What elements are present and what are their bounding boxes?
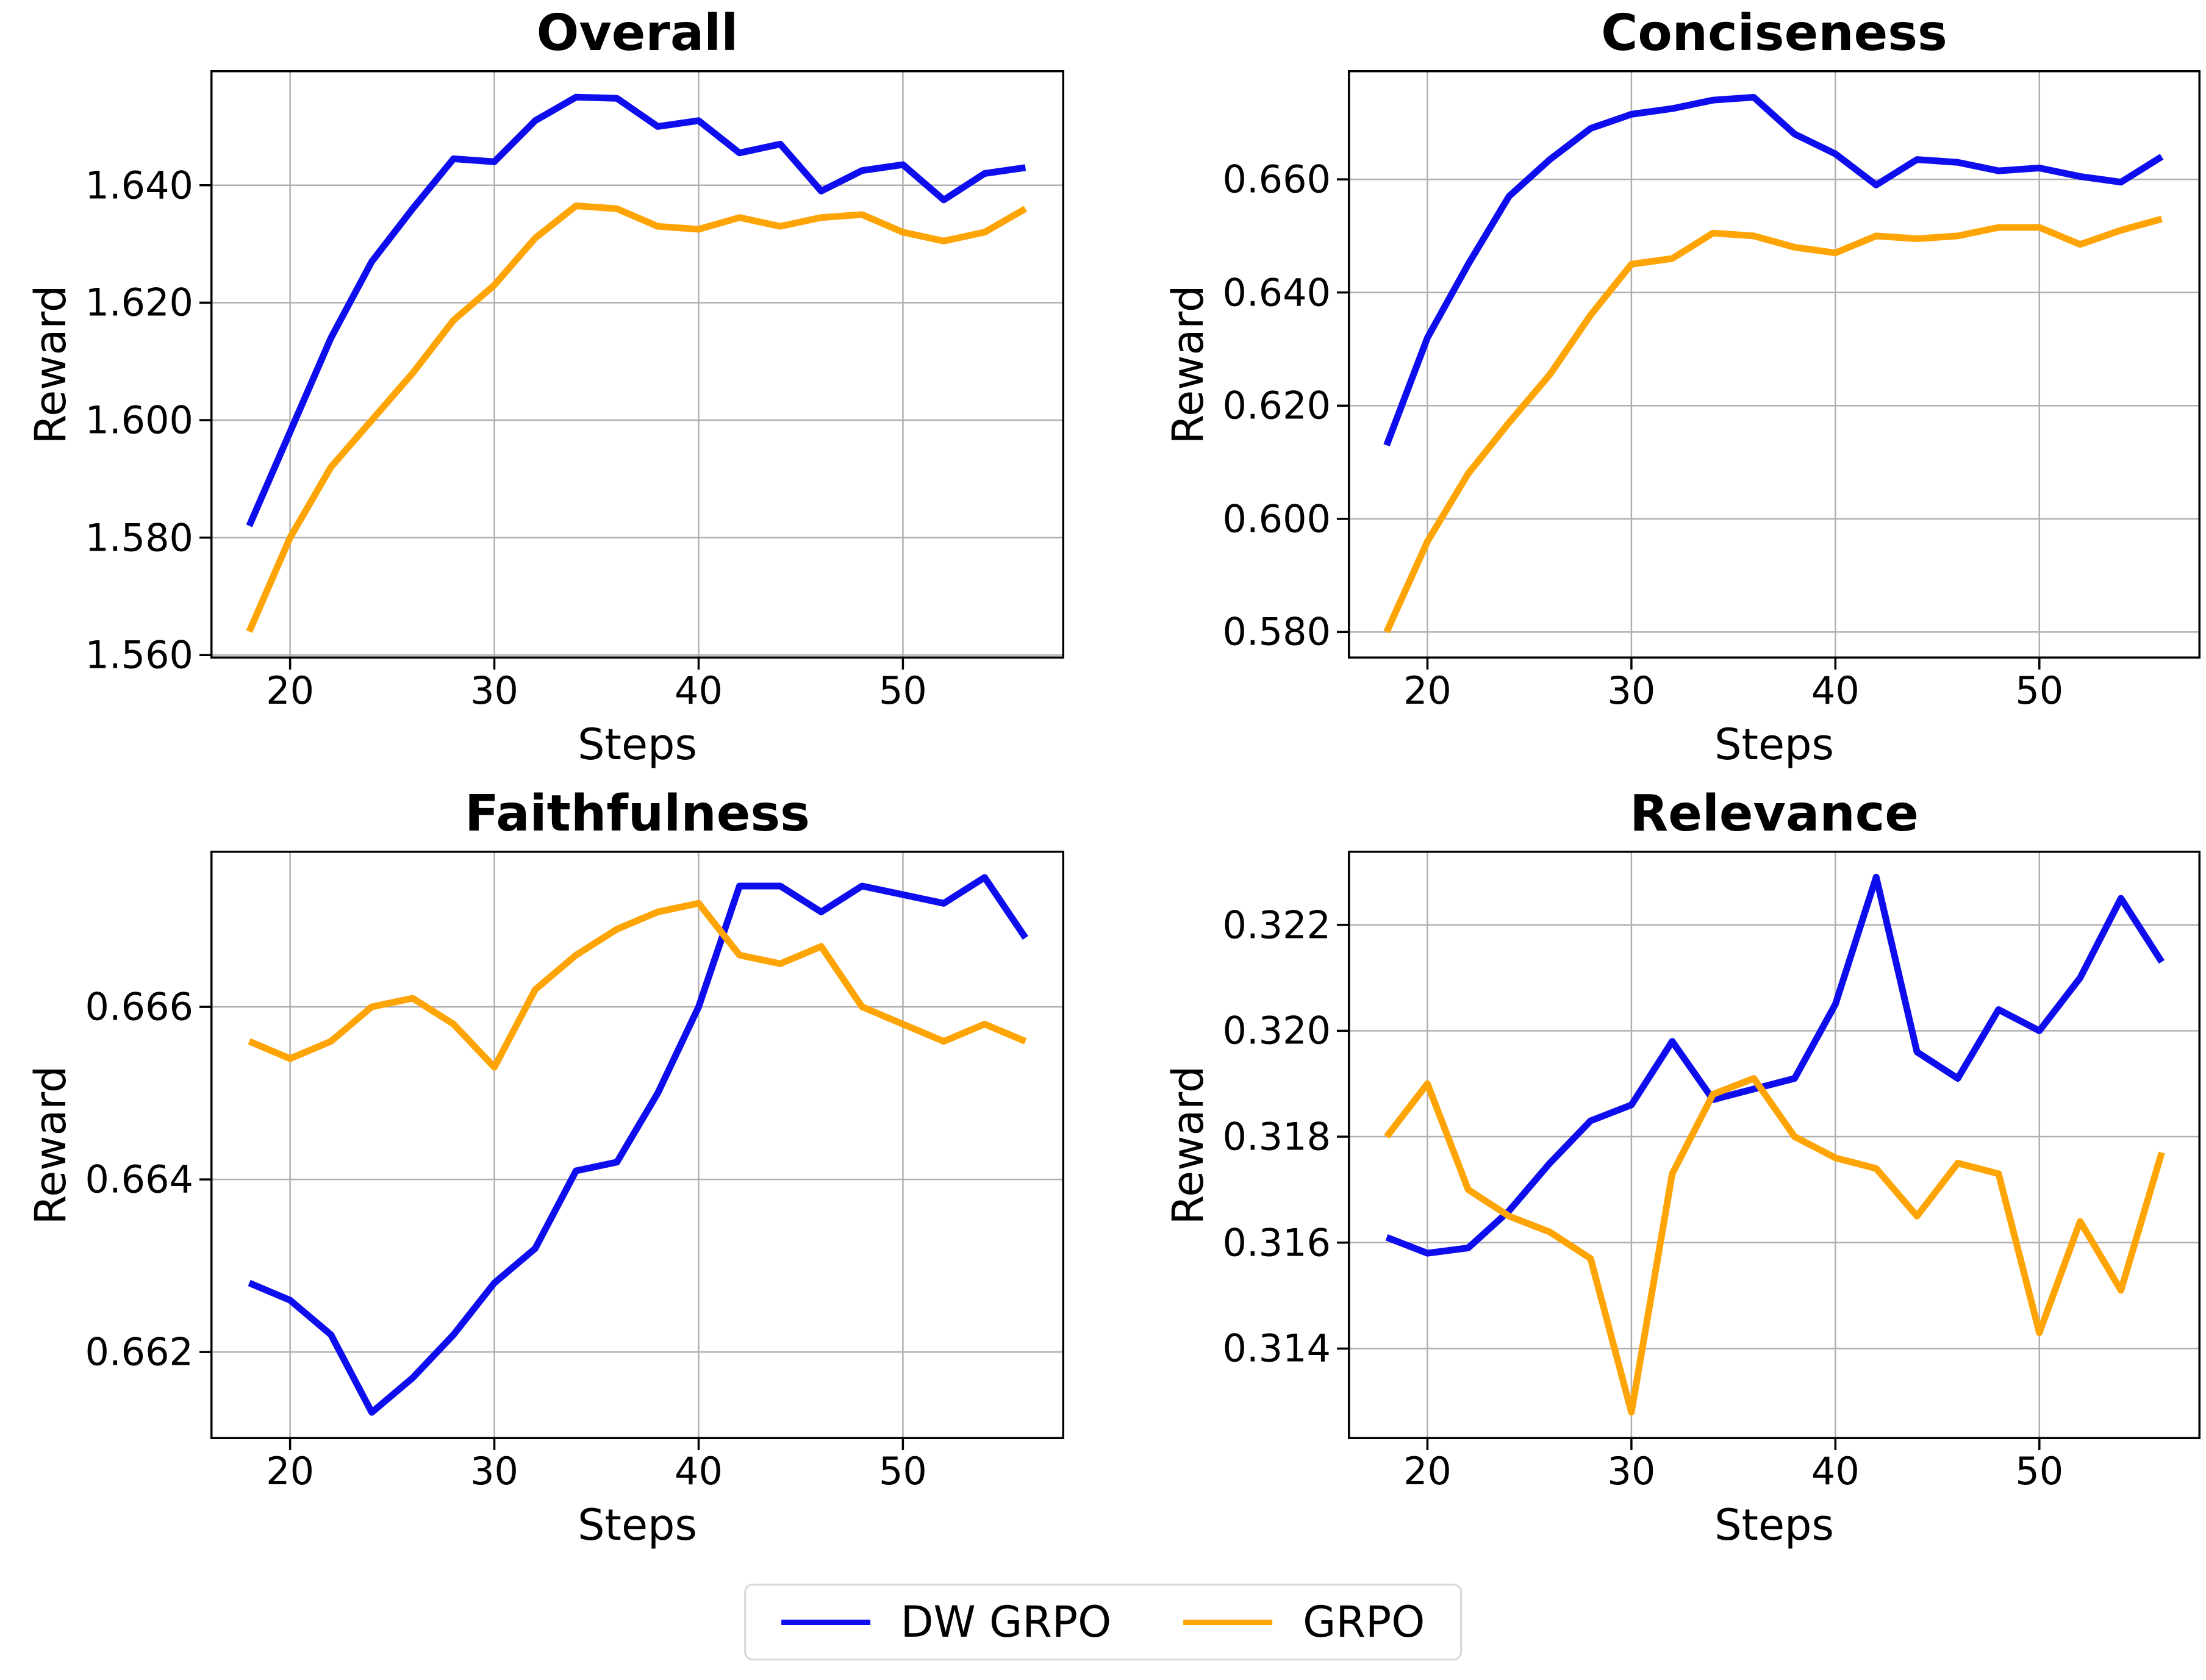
x-tick-label: 20 bbox=[266, 668, 315, 713]
y-tick-label: 1.560 bbox=[85, 632, 194, 677]
series-line-dw-grpo bbox=[246, 93, 1026, 527]
axis-title-relevance: Relevance bbox=[1630, 785, 1919, 843]
legend-item-dw-grpo: DW GRPO bbox=[781, 1597, 1112, 1647]
x-tick-label: 50 bbox=[2015, 1449, 2064, 1493]
panel-relevance: Relevance 20 30 40 50 0.314 0.316 0.318 0.320 0.3… bbox=[1163, 785, 2201, 1550]
x-tick-label: 50 bbox=[878, 1449, 927, 1493]
axis-title-faithfulness: Faithfulness bbox=[465, 785, 810, 843]
y-tick-label: 0.600 bbox=[1222, 496, 1331, 542]
panel-conciseness: Conciseness 20 30 40 50 0.580 0.600 0.620 0.640 0… bbox=[1163, 4, 2201, 770]
y-tick-label: 1.600 bbox=[85, 398, 194, 443]
plot-area-relevance bbox=[1337, 851, 2201, 1450]
x-tick-label: 20 bbox=[1403, 1449, 1452, 1493]
y-tick-label: 1.580 bbox=[85, 515, 194, 560]
series-line-dw-grpo bbox=[248, 874, 1028, 1416]
y-tick-label: 0.664 bbox=[85, 1157, 194, 1202]
x-tick-label: 30 bbox=[1607, 1449, 1656, 1493]
axis-spines bbox=[1348, 70, 2201, 659]
legend-item-grpo: GRPO bbox=[1183, 1597, 1425, 1647]
x-tick-label: 40 bbox=[1811, 1449, 1860, 1493]
panel-faithfulness: Faithfulness 20 30 40 50 0.662 0.664 0.666 Steps… bbox=[26, 785, 1064, 1550]
y-tick-label: 0.322 bbox=[1222, 903, 1331, 948]
axis-spines bbox=[210, 851, 1064, 1439]
series-line-dw-grpo bbox=[1383, 94, 2164, 447]
y-tick-label: 0.580 bbox=[1222, 609, 1331, 654]
x-axis-label: Steps bbox=[1714, 1500, 1834, 1550]
series-line-grpo bbox=[1383, 215, 2163, 634]
y-axis-label: Reward bbox=[1163, 1065, 1213, 1224]
y-tick-label: 0.660 bbox=[1222, 157, 1331, 202]
x-tick-label: 30 bbox=[470, 1449, 518, 1493]
x-tick-label: 40 bbox=[1811, 668, 1860, 713]
plot-area-conciseness bbox=[1337, 70, 2201, 670]
x-tick-label: 20 bbox=[1403, 668, 1452, 713]
x-tick-label: 30 bbox=[470, 668, 518, 713]
y-tick-label: 0.316 bbox=[1222, 1220, 1331, 1265]
y-axis-label: Reward bbox=[1163, 285, 1213, 444]
x-axis-label: Steps bbox=[578, 1500, 697, 1550]
y-tick-label: 0.640 bbox=[1222, 270, 1331, 315]
series-line-grpo bbox=[1384, 1074, 2165, 1416]
axis-title-conciseness: Conciseness bbox=[1601, 4, 1947, 62]
x-tick-label: 30 bbox=[1607, 668, 1656, 713]
x-axis-label: Steps bbox=[578, 720, 697, 770]
plot-area-faithfulness bbox=[199, 851, 1064, 1450]
y-tick-label: 0.314 bbox=[1222, 1326, 1331, 1371]
axis-spines bbox=[210, 70, 1064, 659]
x-tick-label: 20 bbox=[266, 1449, 315, 1493]
panel-overall: Overall 20 30 40 50 1.560 1.580 1.600 1.620 1.640… bbox=[26, 4, 1064, 770]
legend-label-dw-grpo: DW GRPO bbox=[900, 1597, 1112, 1647]
y-tick-label: 0.620 bbox=[1222, 383, 1331, 428]
x-axis-label: Steps bbox=[1714, 720, 1834, 770]
legend-label-grpo: GRPO bbox=[1303, 1597, 1425, 1647]
plot-area-overall bbox=[199, 70, 1064, 670]
y-axis-label: Reward bbox=[26, 1065, 76, 1224]
y-tick-label: 1.620 bbox=[85, 280, 194, 325]
legend-line-sample-grpo-icon bbox=[1183, 1619, 1273, 1625]
legend-line-sample-dw-grpo-icon bbox=[781, 1619, 870, 1625]
y-tick-label: 0.318 bbox=[1222, 1114, 1331, 1159]
x-tick-label: 50 bbox=[878, 668, 927, 713]
y-tick-label: 0.320 bbox=[1222, 1008, 1331, 1053]
y-tick-label: 1.640 bbox=[85, 163, 194, 208]
axis-spines bbox=[1348, 851, 2201, 1439]
y-axis-label: Reward bbox=[26, 285, 76, 444]
legend: DW GRPO GRPO bbox=[743, 1584, 1463, 1660]
series-line-grpo bbox=[248, 899, 1027, 1071]
x-tick-label: 40 bbox=[675, 1449, 723, 1493]
x-tick-label: 50 bbox=[2015, 668, 2064, 713]
y-tick-label: 0.662 bbox=[85, 1329, 194, 1374]
axis-title-overall: Overall bbox=[536, 4, 739, 62]
y-tick-label: 0.666 bbox=[85, 984, 194, 1029]
x-tick-label: 40 bbox=[675, 668, 723, 713]
series-line-dw-grpo bbox=[1385, 873, 2165, 1257]
series-line-grpo bbox=[246, 202, 1028, 633]
